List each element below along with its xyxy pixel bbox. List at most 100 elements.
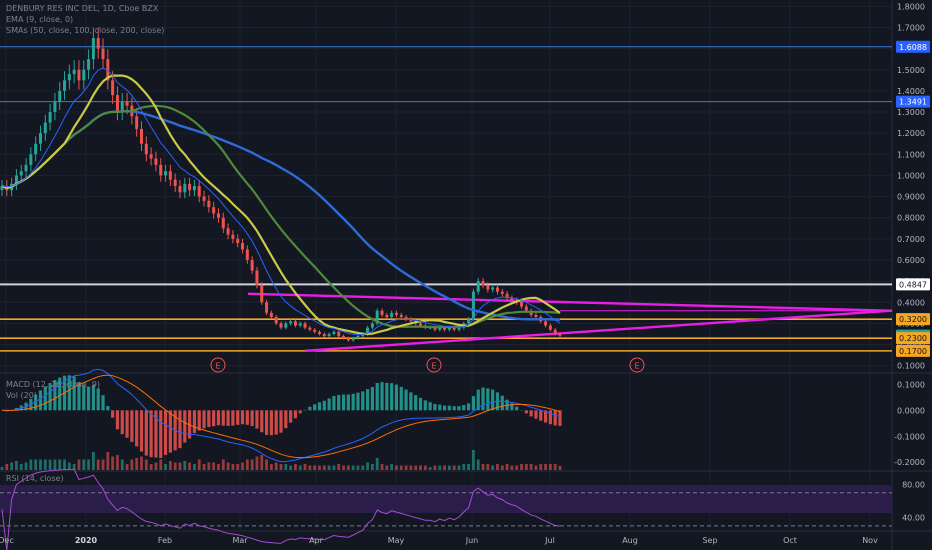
macd-hist-bar	[481, 387, 485, 411]
candle	[245, 245, 249, 264]
candle	[106, 49, 110, 90]
chart-grid	[0, 0, 892, 530]
price-level-tag-label: 0.1700	[899, 347, 927, 356]
price-level-tag-label: 1.3491	[899, 98, 927, 107]
price-candles	[0, 27, 562, 342]
macd-hist-bar	[120, 410, 124, 435]
earnings-marker[interactable]: E	[210, 357, 226, 373]
candle-body	[192, 186, 196, 191]
ema-legend: EMA (9, close, 0)	[6, 15, 74, 24]
macd-hist-bar	[428, 402, 432, 411]
candle	[495, 284, 499, 295]
macd-hist-bar	[375, 382, 379, 411]
candle-body	[486, 285, 490, 290]
earnings-circle	[629, 357, 645, 373]
candle-body	[289, 321, 293, 324]
candle-body	[471, 291, 475, 320]
volume-bar	[207, 462, 211, 470]
volume-bar	[390, 464, 394, 470]
candle	[370, 321, 374, 330]
volume-bar	[217, 464, 220, 470]
triangle-trendlines	[247, 292, 893, 353]
volume-bar	[221, 459, 225, 470]
candle-body	[82, 69, 86, 81]
macd-hist-bar	[139, 410, 144, 452]
volume-bar	[433, 465, 437, 470]
macd-hist-bar	[390, 383, 394, 411]
macd-legend[interactable]: MACD (12, 26, close, 9) Vol (20)	[6, 379, 100, 401]
candle-body	[188, 183, 192, 191]
candle	[322, 332, 326, 338]
candle	[486, 282, 490, 293]
macd-hist-bar	[399, 386, 403, 411]
candle	[394, 310, 398, 318]
candle-body	[274, 317, 278, 324]
candle	[303, 321, 307, 330]
symbol-legend[interactable]: DENBURY RES INC DEL, 1D, Cboe BZX EMA (9…	[6, 3, 164, 36]
macd-hist-bar	[159, 410, 163, 459]
volume-bar	[332, 465, 336, 470]
candle	[38, 125, 42, 152]
volume-bar	[337, 464, 341, 470]
candle-body	[380, 310, 384, 315]
volume-bar	[130, 459, 134, 470]
candle-body	[534, 314, 538, 318]
volume-bar	[356, 465, 360, 470]
macd-hist-bar	[346, 394, 350, 411]
vol-label: Vol (20)	[6, 391, 37, 400]
candle-body	[298, 323, 302, 326]
macd-tick-label: -0.2000	[894, 458, 925, 467]
candle-body	[87, 59, 91, 70]
candle	[77, 60, 81, 90]
candle-body	[241, 243, 245, 250]
rsi-tick-label: 80.00	[902, 480, 925, 489]
volume-bar	[168, 461, 172, 470]
macd-hist-bar	[303, 409, 307, 411]
candle-body	[67, 73, 71, 81]
macd-hist-bar	[86, 386, 91, 411]
volume-bar	[255, 456, 259, 470]
candle	[53, 92, 57, 121]
candle-body	[77, 69, 81, 81]
candle	[82, 60, 86, 90]
time-tick-label: 2020	[75, 536, 98, 545]
candle-body	[96, 38, 100, 49]
volume-bar	[164, 464, 167, 470]
candle-body	[269, 312, 273, 318]
candle	[279, 321, 283, 330]
volume-bar	[188, 462, 192, 470]
volume-bar	[457, 465, 461, 470]
volume-bar	[404, 465, 408, 470]
candle-body	[308, 327, 312, 330]
time-tick-label: Dec	[0, 536, 14, 545]
macd-hist-bar	[385, 382, 389, 411]
candle	[207, 195, 211, 213]
candle-body	[346, 338, 350, 341]
volume-bar	[212, 462, 216, 470]
candle	[356, 334, 360, 340]
macd-hist-bar	[255, 410, 259, 429]
volume-bar	[43, 459, 47, 470]
candle	[178, 179, 182, 199]
volume-bar	[500, 465, 504, 470]
candle	[183, 177, 187, 199]
volume-bar	[510, 465, 514, 470]
volume-bar	[481, 464, 485, 470]
rsi-legend[interactable]: RSI (14, close)	[6, 473, 64, 484]
earnings-marker[interactable]: E	[629, 357, 645, 373]
candle-body	[481, 281, 485, 286]
candle	[29, 147, 33, 172]
candle-body	[495, 287, 499, 292]
macd-hist-bar	[154, 410, 158, 458]
macd-hist-bar	[414, 395, 418, 411]
time-tick-label: Sep	[702, 536, 717, 545]
volume-bar	[419, 465, 422, 470]
candle-body	[443, 327, 447, 330]
volume-bar	[385, 465, 389, 470]
earnings-marker[interactable]: E	[426, 357, 442, 373]
candle-body	[101, 48, 105, 60]
candle	[520, 299, 524, 309]
candle	[553, 328, 557, 336]
